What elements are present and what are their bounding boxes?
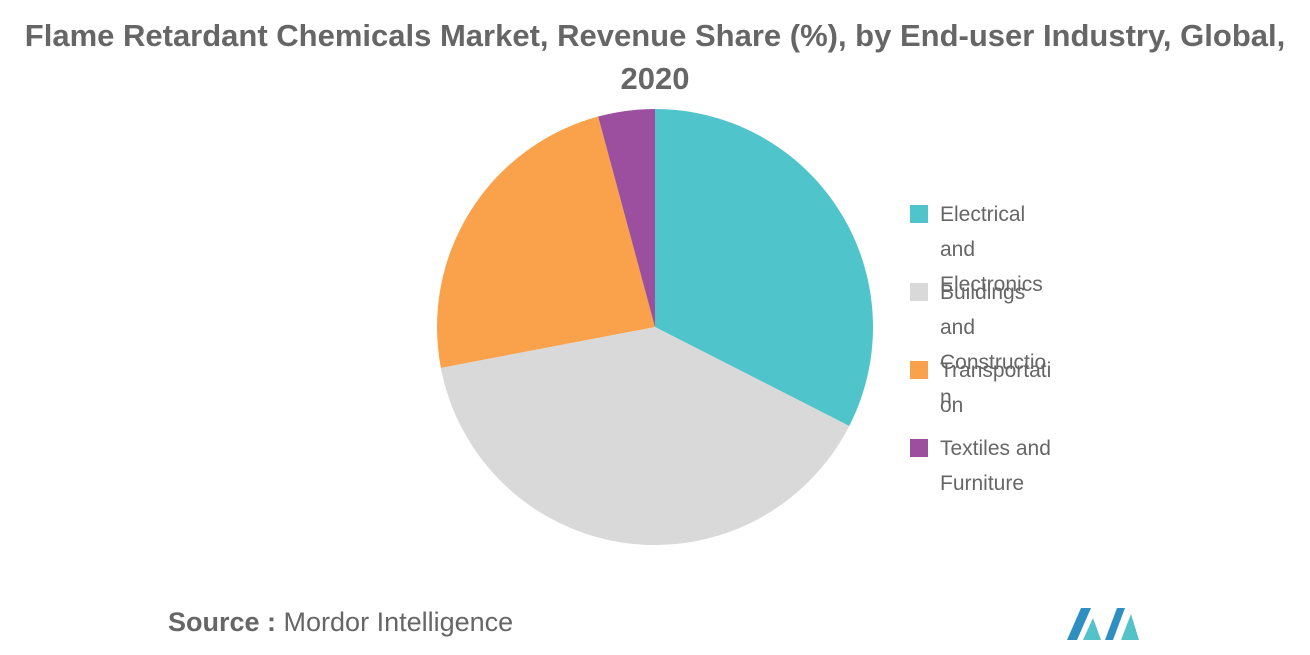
source-credit: Source : Mordor Intelligence bbox=[168, 607, 513, 638]
logo-left-stroke bbox=[1067, 608, 1091, 640]
legend-swatch bbox=[910, 361, 928, 379]
pie-slice-3 bbox=[598, 109, 655, 327]
legend-label: Buildings and Construction bbox=[940, 281, 1047, 409]
legend-item: Buildings and Construction bbox=[910, 275, 1100, 409]
mordor-intelligence-logo-icon bbox=[1067, 608, 1139, 640]
legend-swatch bbox=[910, 205, 928, 223]
logo-mid-stroke bbox=[1083, 618, 1101, 640]
legend-label: Textiles and Furniture bbox=[940, 437, 1051, 495]
pie-slice-2 bbox=[436, 116, 655, 368]
legend-item: Transportation bbox=[910, 353, 1100, 433]
legend-item: Electrical and Electronics bbox=[910, 197, 1100, 296]
source-prefix: Source : bbox=[168, 607, 277, 637]
pie-slice-1 bbox=[440, 327, 850, 546]
legend-label: Electrical and Electronics bbox=[940, 203, 1043, 296]
legend-swatch bbox=[910, 283, 928, 301]
logo-right-stroke bbox=[1105, 608, 1125, 640]
chart-title: Flame Retardant Chemicals Market, Revenu… bbox=[24, 18, 1286, 96]
logo-end-stroke bbox=[1121, 614, 1139, 640]
source-name: Mordor Intelligence bbox=[283, 607, 514, 637]
legend-swatch bbox=[910, 439, 928, 457]
legend-label: Transportation bbox=[940, 359, 1052, 417]
pie-slice-0 bbox=[655, 109, 874, 426]
legend-item: Textiles and Furniture bbox=[910, 431, 1100, 511]
